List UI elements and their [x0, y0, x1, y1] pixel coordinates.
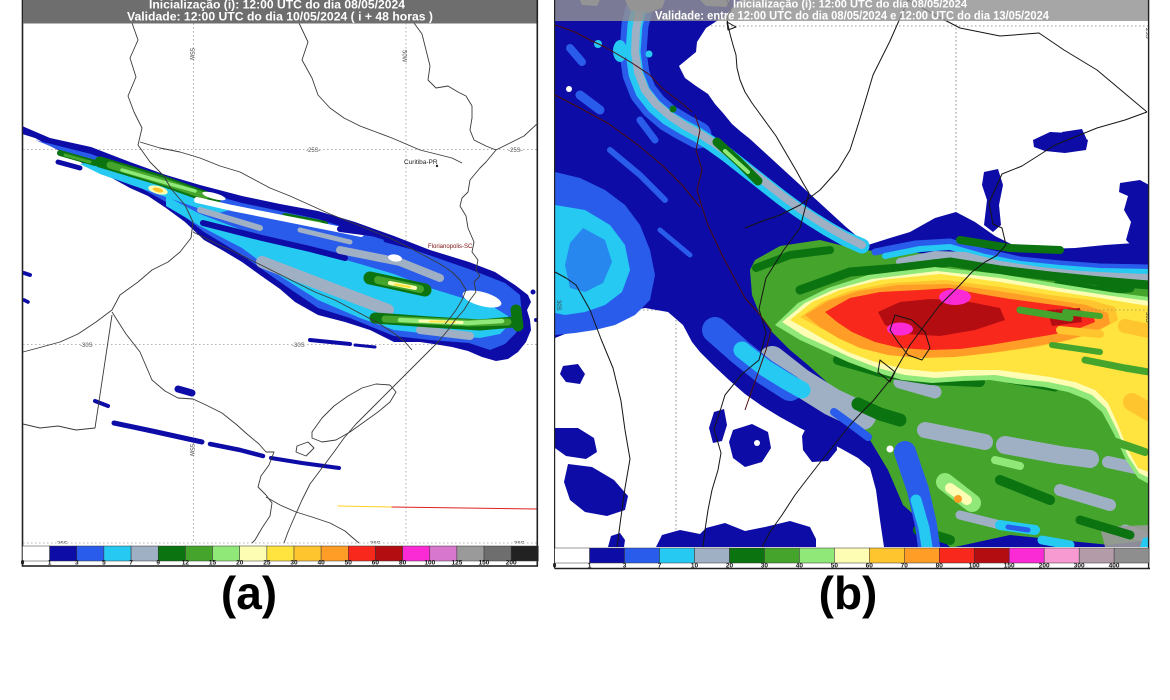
svg-text:25: 25 [263, 560, 271, 567]
svg-text:80: 80 [936, 563, 944, 570]
svg-text:(a): (a) [221, 567, 277, 619]
svg-text:30: 30 [290, 560, 298, 567]
svg-text:150: 150 [1004, 563, 1015, 570]
svg-text:30S: 30S [555, 300, 561, 311]
svg-text:55W: 55W [188, 444, 194, 457]
svg-text:25S: 25S [1144, 28, 1150, 39]
svg-text:0: 0 [553, 563, 557, 570]
svg-text:10: 10 [691, 563, 699, 570]
svg-text:50: 50 [831, 563, 839, 570]
svg-text:40: 40 [317, 560, 325, 567]
svg-text:5: 5 [102, 560, 106, 567]
svg-text:200: 200 [506, 560, 517, 567]
svg-text:Validade: 12:00 UTC do dia 10/: Validade: 12:00 UTC do dia 10/05/2024 ( … [127, 10, 433, 24]
svg-text:Curitiba-PR: Curitiba-PR [404, 159, 438, 166]
svg-text:60: 60 [372, 560, 380, 567]
svg-text:300: 300 [1074, 563, 1085, 570]
svg-text:20: 20 [726, 563, 734, 570]
svg-text:200: 200 [1039, 563, 1050, 570]
svg-text:12: 12 [182, 560, 190, 567]
svg-text:9: 9 [156, 560, 160, 567]
svg-text:55W: 55W [188, 48, 194, 61]
svg-text:3: 3 [623, 563, 627, 570]
svg-text:100: 100 [969, 563, 980, 570]
svg-text:40: 40 [796, 563, 804, 570]
svg-text:7: 7 [658, 563, 662, 570]
svg-text:400: 400 [1109, 563, 1120, 570]
svg-text:50: 50 [345, 560, 353, 567]
svg-text:80: 80 [399, 560, 407, 567]
svg-text:(b): (b) [819, 567, 878, 619]
svg-text:20: 20 [236, 560, 244, 567]
svg-text:-30S: -30S [80, 343, 93, 349]
svg-text:Inicialização (i): 12:00 UTC d: Inicialização (i): 12:00 UTC do dia 08/0… [733, 0, 968, 11]
svg-text:Validade: entre 12:00 UTC do d: Validade: entre 12:00 UTC do dia 08/05/2… [655, 11, 1050, 23]
svg-text:30: 30 [761, 563, 769, 570]
svg-text:70: 70 [901, 563, 909, 570]
svg-text:3: 3 [75, 560, 79, 567]
svg-text:1: 1 [588, 563, 592, 570]
svg-text:150: 150 [479, 560, 490, 567]
svg-text:1: 1 [48, 560, 52, 567]
svg-text:-35S-: -35S- [512, 542, 527, 548]
svg-text:30S: 30S [1144, 312, 1150, 323]
svg-text:15: 15 [209, 560, 217, 567]
svg-text:-25S-: -25S- [508, 148, 523, 154]
svg-text:-30S: -30S [292, 343, 305, 349]
svg-text:-35S-: -35S- [55, 542, 70, 548]
svg-text:7: 7 [129, 560, 133, 567]
svg-text:Florianopolis-SC: Florianopolis-SC [428, 244, 473, 250]
svg-text:Inicialização (i): 12:00 UTC d: Inicialização (i): 12:00 UTC do dia 08/0… [149, 0, 405, 12]
svg-text:-25S-: -25S- [306, 148, 321, 154]
svg-text:60: 60 [866, 563, 874, 570]
svg-text:0: 0 [21, 560, 25, 567]
svg-text:100: 100 [424, 560, 435, 567]
svg-text:125: 125 [451, 560, 462, 567]
svg-text:50W: 50W [401, 50, 407, 63]
svg-text:-35S-: -35S- [368, 542, 383, 548]
